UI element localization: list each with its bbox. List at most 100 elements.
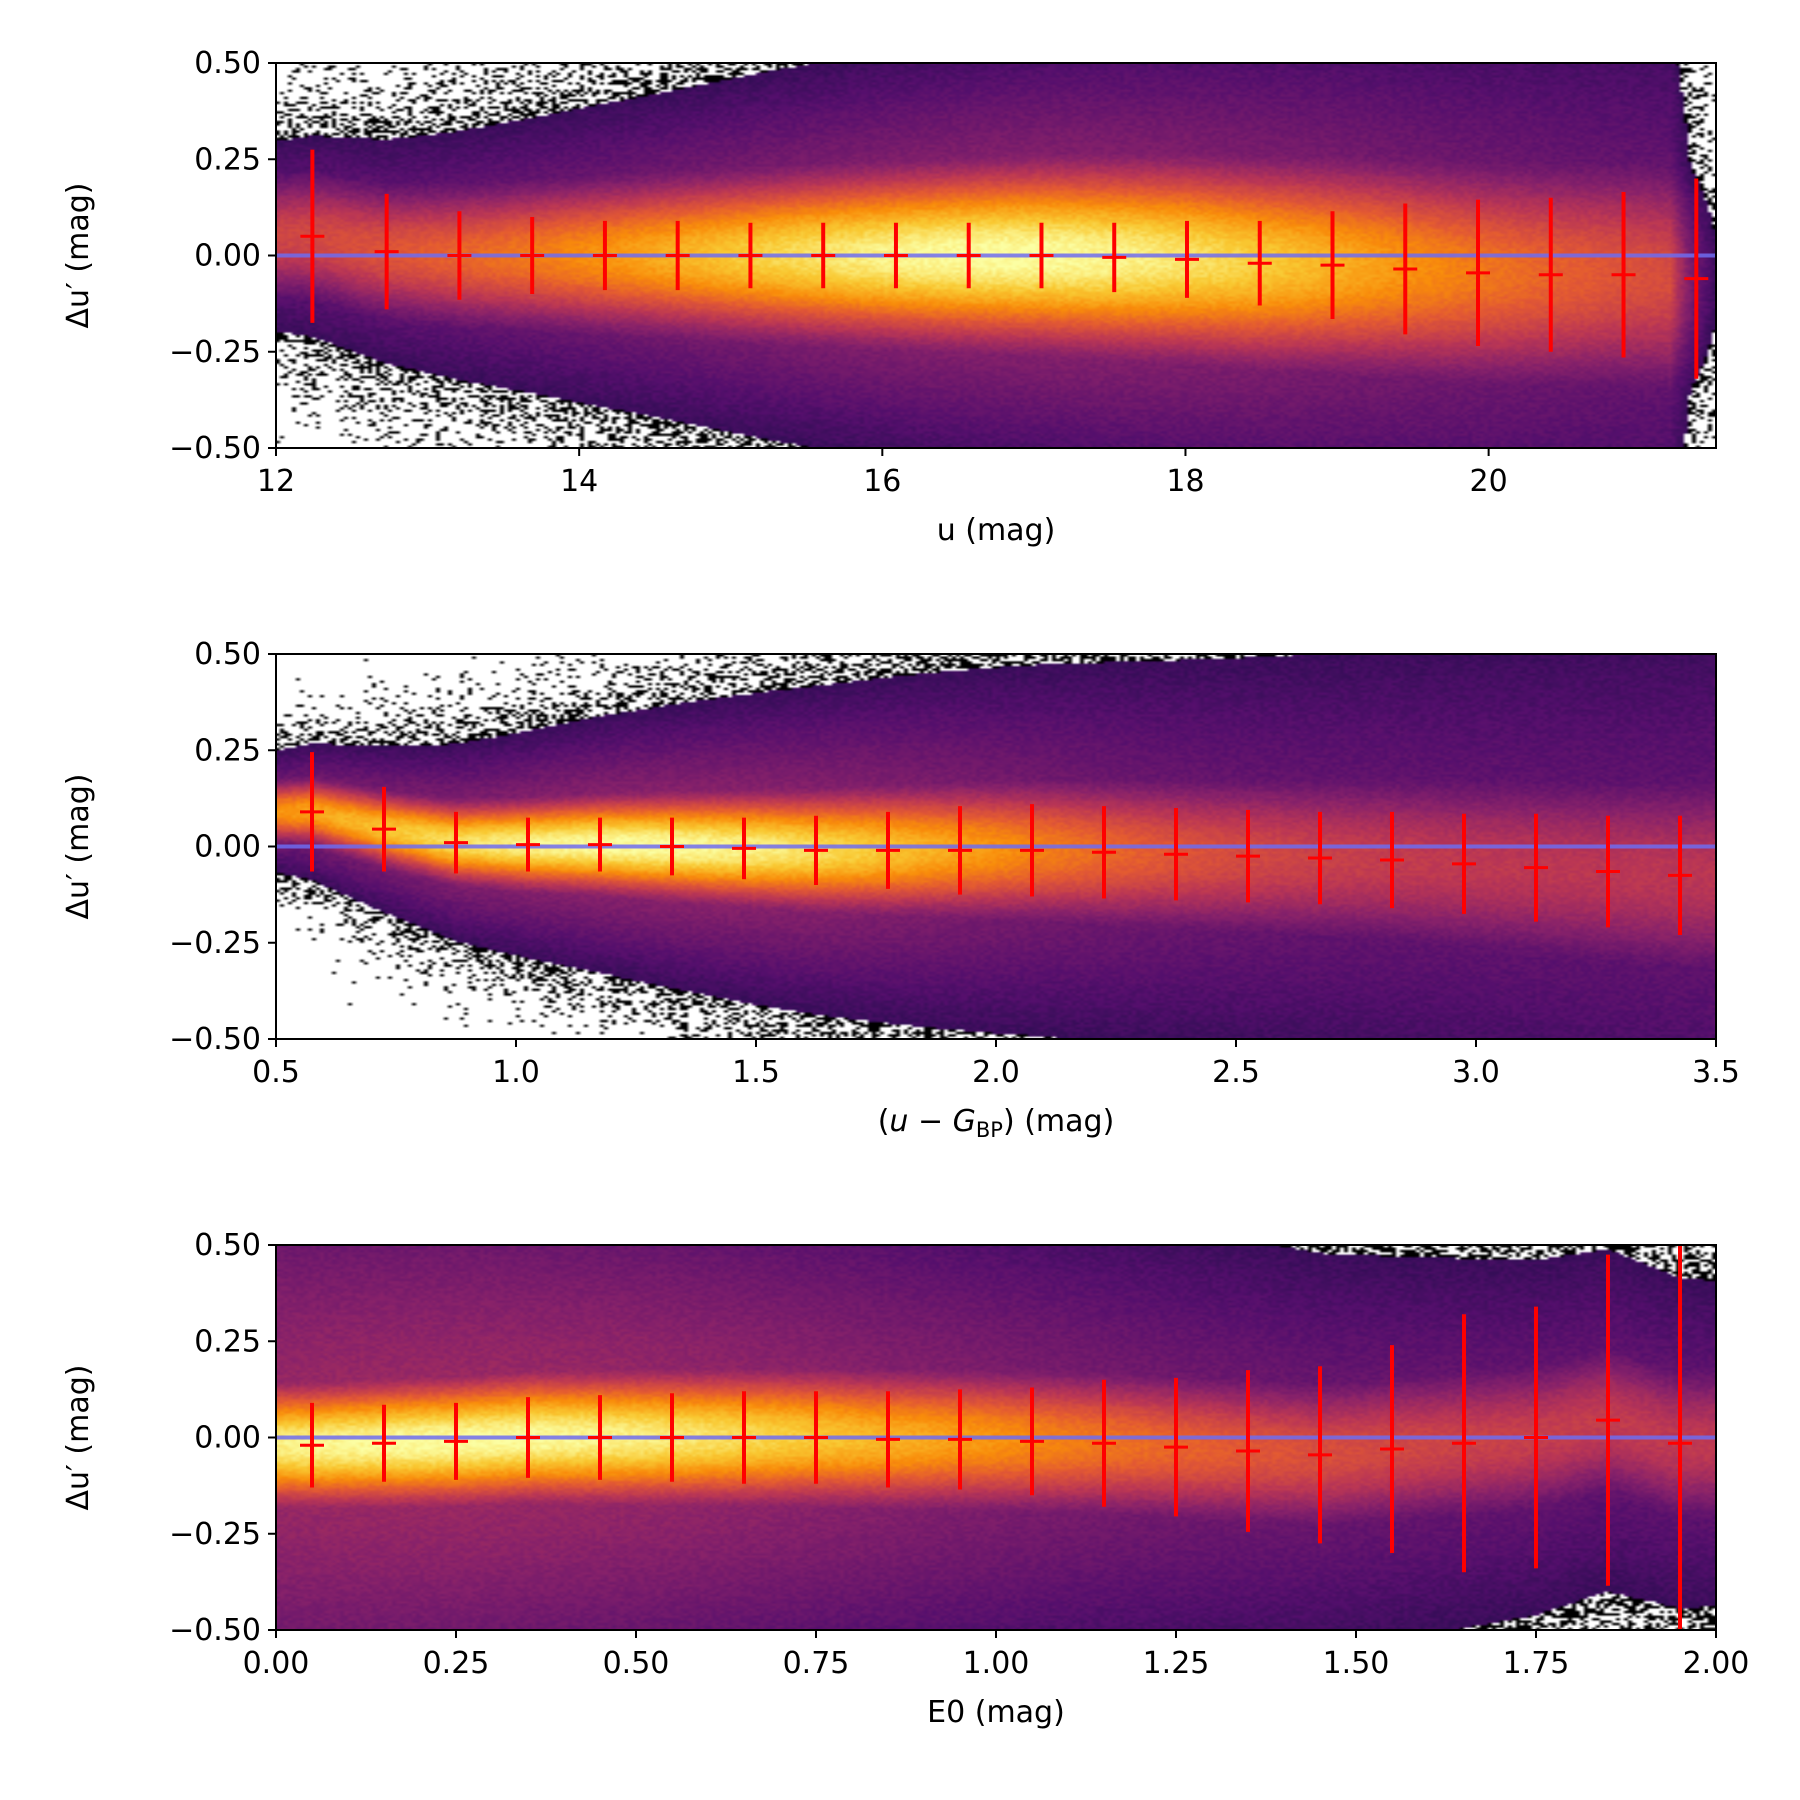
binned-point: [1380, 811, 1404, 909]
x-tick-label: 1.00: [963, 1646, 1030, 1681]
panel-e0-extinction: 0.00 0.25 0.50 0.75 1.00 1.25 1.50 1.75 2.00 −0.5…: [61, 1228, 1749, 1730]
binned-point: [447, 211, 472, 300]
binned-point: [1538, 197, 1563, 352]
binned-point: [1380, 1345, 1404, 1553]
binned-point: [300, 1402, 324, 1488]
binned-point: [732, 1391, 756, 1484]
binned-point: [1524, 813, 1548, 922]
binned-point: [1684, 178, 1709, 379]
binned-point: [948, 806, 972, 895]
y-tick-label: −0.25: [169, 1517, 261, 1552]
panel-2-errorbars: [300, 752, 1692, 936]
panel-3-axes: 0.00 0.25 0.50 0.75 1.00 1.25 1.50 1.75 2.00 −0.5…: [169, 1228, 1749, 1681]
binned-point: [300, 149, 325, 323]
panel-2-axes: 0.5 1.0 1.5 2.0 2.5 3.0 3.5 −0.50 −0.25 0.00 0.25 0…: [169, 637, 1740, 1090]
binned-point: [876, 811, 900, 889]
x-tick-label: 1.0: [492, 1055, 540, 1090]
binned-point: [1668, 815, 1692, 936]
y-tick-label: −0.25: [169, 926, 261, 961]
binned-point: [1102, 222, 1127, 293]
x-tick-label: 16: [863, 464, 901, 499]
x-tick-label: 0.75: [783, 1646, 850, 1681]
binned-point: [883, 222, 908, 289]
x-tick-label: 1.25: [1143, 1646, 1210, 1681]
x-tick-label: 1.50: [1323, 1646, 1390, 1681]
x-tick-label: 2.5: [1212, 1055, 1260, 1090]
y-tick-label: 0.50: [194, 46, 261, 81]
x-tick-label: 0.50: [603, 1646, 670, 1681]
x-tick-label: 1.75: [1503, 1646, 1570, 1681]
panel-2-y-axis-label: Δu′ (mag): [61, 774, 96, 920]
y-tick-label: 0.00: [194, 1421, 261, 1456]
binned-point: [1596, 815, 1620, 928]
binned-point: [665, 220, 690, 291]
panel-u-magnitude: 12 14 16 18 20 −0.50 −0.25 0.00 0.25 0.50 u (mag)…: [61, 46, 1717, 548]
binned-point: [660, 817, 684, 876]
binned-point: [588, 1395, 612, 1480]
binned-point: [300, 752, 324, 872]
y-tick-label: 0.25: [194, 142, 261, 177]
binned-point: [738, 222, 763, 289]
panel-2-heatmap: [276, 654, 1716, 1039]
xlabel-minus: −: [908, 1104, 952, 1139]
y-tick-label: 0.50: [194, 1228, 261, 1263]
x-tick-label: 18: [1166, 464, 1204, 499]
binned-point: [374, 193, 399, 310]
binned-point: [1452, 813, 1476, 914]
binned-point: [956, 222, 981, 289]
x-tick-label: 2.0: [972, 1055, 1020, 1090]
y-tick-label: −0.50: [169, 431, 261, 466]
binned-point: [1524, 1306, 1548, 1569]
binned-point: [1452, 1314, 1476, 1573]
binned-point: [444, 811, 468, 874]
x-tick-label: 3.0: [1452, 1055, 1500, 1090]
binned-point: [372, 786, 396, 872]
binned-point: [1308, 811, 1332, 905]
x-tick-label: 12: [257, 464, 295, 499]
binned-point: [1020, 804, 1044, 897]
xlabel-subscript-bp: BP: [976, 1118, 1003, 1142]
binned-point: [1466, 199, 1491, 346]
binned-point: [732, 817, 756, 880]
y-tick-label: −0.50: [169, 1022, 261, 1057]
binned-point: [811, 222, 836, 289]
binned-point: [1164, 1377, 1188, 1517]
binned-point: [1092, 1379, 1116, 1507]
binned-point: [1668, 1245, 1692, 1630]
panel-3-x-axis-label: E0 (mag): [927, 1695, 1065, 1730]
binned-point: [1308, 1366, 1332, 1544]
panel-2-x-axis-label: (u − GBP) (mag): [878, 1104, 1115, 1142]
panel-1-axes: 12 14 16 18 20 −0.50 −0.25 0.00 0.25 0.50: [169, 46, 1717, 499]
binned-point: [372, 1404, 396, 1482]
binned-point: [1092, 806, 1116, 899]
binned-point: [1236, 809, 1260, 903]
binned-point: [660, 1393, 684, 1482]
binned-point: [1164, 808, 1188, 901]
binned-point: [1596, 1254, 1620, 1586]
x-tick-label: 20: [1470, 464, 1508, 499]
binned-point: [592, 220, 617, 291]
y-tick-label: 0.00: [194, 830, 261, 865]
binned-point: [1611, 191, 1636, 358]
panel-1-heatmap: [276, 63, 1716, 448]
x-tick-label: 14: [560, 464, 598, 499]
xlabel-g: G: [953, 1104, 976, 1139]
binned-point: [1020, 1387, 1044, 1496]
x-tick-label: 3.5: [1692, 1055, 1740, 1090]
panel-3-heatmap: [276, 1245, 1716, 1630]
panel-3-y-axis-label: Δu′ (mag): [61, 1365, 96, 1511]
xlabel-open-paren: (: [878, 1104, 890, 1139]
binned-point: [588, 817, 612, 872]
xlabel-close-paren: ): [1003, 1104, 1015, 1139]
y-tick-label: 0.00: [194, 239, 261, 274]
x-tick-label: 1.5: [732, 1055, 780, 1090]
binned-point: [1236, 1370, 1260, 1532]
xlabel-unit: (mag): [1015, 1104, 1115, 1139]
y-tick-label: −0.25: [169, 335, 261, 370]
binned-point: [1174, 220, 1199, 298]
binned-point: [444, 1402, 468, 1480]
binned-point: [1393, 203, 1418, 335]
binned-point: [516, 817, 540, 872]
binned-point: [948, 1389, 972, 1490]
